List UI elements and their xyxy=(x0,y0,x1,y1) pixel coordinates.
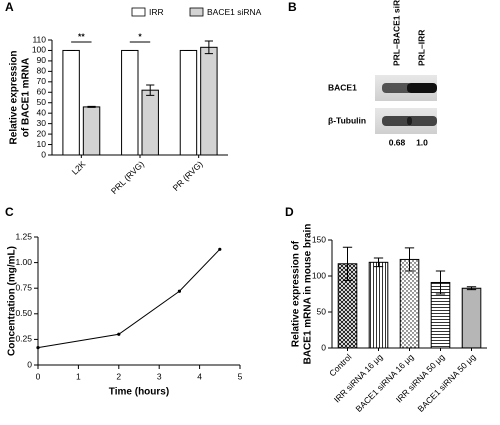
x-tick-label: BACE1 siRNA 16 μg xyxy=(354,352,416,414)
panel-label: B xyxy=(288,0,297,14)
y-tick-label: 40 xyxy=(37,107,47,117)
bar xyxy=(62,49,80,156)
x-tick-label: PRL (RVG) xyxy=(109,159,146,196)
y-axis-label: Relative expression xyxy=(9,51,20,145)
legend-swatch xyxy=(131,7,146,17)
legend-label: BACE1 siRNA xyxy=(207,7,262,17)
y-tick-label: 20 xyxy=(37,128,47,138)
y-tick-label: 0 xyxy=(27,359,32,369)
legend-swatch xyxy=(189,7,204,17)
y-tick-label: 60 xyxy=(37,87,47,97)
y-tick-label: 10 xyxy=(37,139,47,149)
x-tick-label: 5 xyxy=(238,371,243,381)
row-label: β-Tubulin xyxy=(328,115,366,125)
x-tick-label: 0 xyxy=(36,371,41,381)
bar xyxy=(82,106,101,156)
y-tick-label: 100 xyxy=(312,270,326,280)
data-point xyxy=(36,345,40,350)
error-bar xyxy=(373,257,384,268)
y-axis-label: Relative expression of xyxy=(291,240,302,347)
y-tick-label: 90 xyxy=(37,55,47,65)
bar xyxy=(461,287,482,349)
bar xyxy=(141,89,159,156)
significance-label: * xyxy=(138,31,142,41)
y-tick-label: 110 xyxy=(32,34,46,44)
y-tick-label: 80 xyxy=(37,66,47,76)
y-tick-label: 150 xyxy=(312,234,326,244)
y-tick-label: 0 xyxy=(41,149,46,159)
legend-label: IRR xyxy=(149,7,164,17)
lane-label: PRL–IRR xyxy=(416,30,426,66)
y-tick-label: 1.25 xyxy=(15,231,32,241)
band-ratio: 0.68 xyxy=(389,137,406,147)
y-tick-label: 100 xyxy=(32,45,46,55)
error-bar xyxy=(87,105,96,108)
error-bar xyxy=(342,246,353,281)
loading-band xyxy=(407,116,437,126)
y-tick-label: 0 xyxy=(321,342,326,352)
row-label: BACE1 xyxy=(328,82,357,92)
y-tick-label: 70 xyxy=(37,76,47,86)
x-tick-label: 4 xyxy=(197,371,202,381)
blot-band xyxy=(407,83,437,93)
bar xyxy=(399,258,420,349)
panel-label: C xyxy=(5,205,14,219)
y-tick-label: 0.50 xyxy=(15,308,32,318)
y-tick-label: 0.75 xyxy=(15,282,32,292)
error-bar xyxy=(466,286,477,291)
bar xyxy=(200,46,218,156)
x-tick-label: 3 xyxy=(157,371,162,381)
x-axis-label: Time (hours) xyxy=(109,387,169,398)
x-tick-label: PR (RVG) xyxy=(171,159,205,193)
bar xyxy=(368,261,389,349)
error-bar xyxy=(204,40,213,55)
panel-label: D xyxy=(285,205,294,219)
x-tick-label: BACE1 siRNA 50 μg xyxy=(416,352,478,414)
data-point xyxy=(117,332,121,336)
error-bar xyxy=(435,270,446,295)
y-tick-label: 0.25 xyxy=(15,334,32,344)
x-tick-label: L2K xyxy=(70,159,88,177)
y-axis-label: of BACE1 mRNA xyxy=(21,58,32,137)
y-tick-label: 50 xyxy=(37,97,47,107)
y-tick-label: 1.00 xyxy=(15,257,32,267)
data-line xyxy=(37,248,221,349)
error-bar xyxy=(146,84,155,96)
data-point xyxy=(218,247,222,251)
band-ratio: 1.0 xyxy=(416,137,428,147)
x-tick-label: Control xyxy=(327,352,354,379)
y-axis-label: BACE1 mRNA in mouse brain xyxy=(303,224,314,365)
y-tick-label: 30 xyxy=(37,118,47,128)
loading-band xyxy=(382,116,412,126)
x-tick-label: 2 xyxy=(116,371,121,381)
blot-band xyxy=(382,83,412,93)
y-tick-label: 50 xyxy=(317,306,327,316)
panel-label: A xyxy=(5,0,14,14)
data-point xyxy=(177,289,181,293)
significance-label: ** xyxy=(78,31,85,41)
y-axis-label: Concentration (mg/mL) xyxy=(7,246,18,356)
bar xyxy=(121,49,139,156)
x-tick-label: 1 xyxy=(76,371,81,381)
lane-label: PRL–BACE1 siRNA xyxy=(391,0,401,66)
error-bar xyxy=(404,247,415,272)
bar xyxy=(179,49,198,156)
